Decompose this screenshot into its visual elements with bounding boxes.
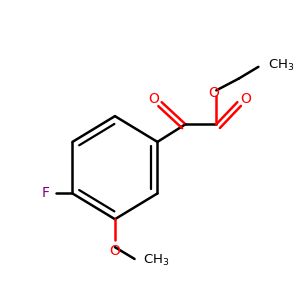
Text: O: O [148, 92, 159, 106]
Text: O: O [110, 244, 120, 258]
Text: CH$_3$: CH$_3$ [143, 253, 170, 268]
Text: O: O [208, 86, 219, 100]
Text: O: O [240, 92, 251, 106]
Text: F: F [42, 186, 50, 200]
Text: CH$_3$: CH$_3$ [268, 58, 295, 73]
